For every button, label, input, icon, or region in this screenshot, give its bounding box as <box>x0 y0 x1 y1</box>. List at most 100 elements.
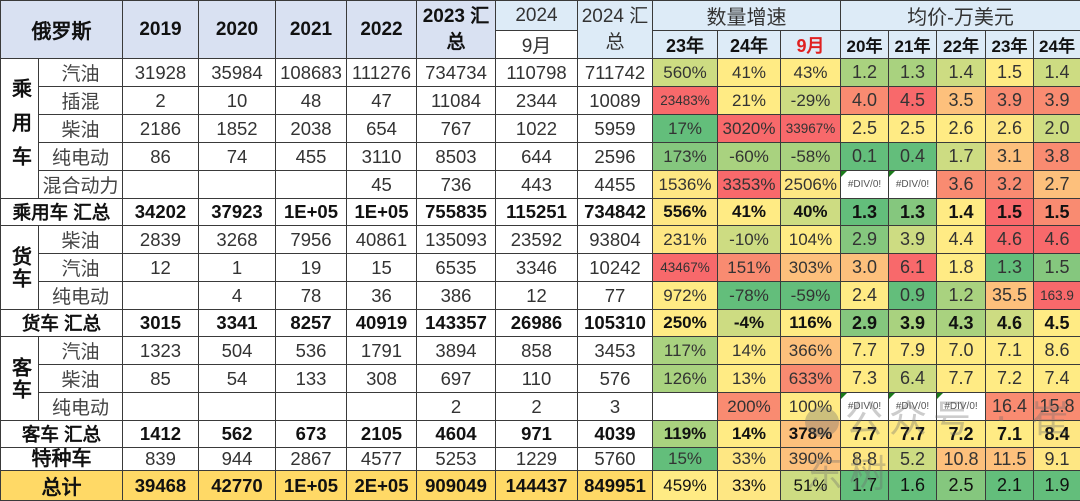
value-cell: 110798 <box>496 59 578 87</box>
value-cell: 849951 <box>578 471 653 501</box>
value-cell: 7956 <box>276 226 347 254</box>
growth-cell: 560% <box>653 59 718 87</box>
growth-cell: -4% <box>718 310 781 337</box>
price-cell: 1.4 <box>1034 59 1080 87</box>
price-cell: 2.5 <box>889 115 937 143</box>
corner-header: 俄罗斯 <box>1 1 123 59</box>
header-growth-24: 24年 <box>718 31 781 59</box>
price-cell: 2.9 <box>841 310 889 337</box>
value-cell: 35984 <box>199 59 276 87</box>
price-cell: 2.0 <box>1034 115 1080 143</box>
error-cell: #DIV/0! <box>889 171 937 199</box>
category-truck: 货车 <box>1 226 39 310</box>
price-cell: 7.3 <box>841 365 889 393</box>
price-cell: 3.8 <box>1034 143 1080 171</box>
value-cell: 2 <box>417 393 496 421</box>
price-cell: 4.5 <box>889 87 937 115</box>
value-cell: 755835 <box>417 199 496 226</box>
growth-cell: 23483% <box>653 87 718 115</box>
growth-cell: 556% <box>653 199 718 226</box>
value-cell: 734734 <box>417 59 496 87</box>
header-2020: 2020 <box>199 1 276 59</box>
header-price-20: 20年 <box>841 31 889 59</box>
value-cell: 909049 <box>417 471 496 501</box>
value-cell: 11084 <box>417 87 496 115</box>
summary-label: 乘用车 汇总 <box>1 199 123 226</box>
value-cell: 1E+05 <box>347 199 417 226</box>
price-cell: 0.4 <box>889 143 937 171</box>
price-cell: 7.7 <box>889 421 937 448</box>
value-cell: 944 <box>199 448 276 471</box>
growth-cell: 51% <box>781 471 841 501</box>
value-cell: 576 <box>578 365 653 393</box>
growth-cell: 100% <box>781 393 841 421</box>
value-cell: 858 <box>496 337 578 365</box>
price-cell: 2.4 <box>841 282 889 310</box>
growth-cell: 3353% <box>718 171 781 199</box>
growth-cell: -59% <box>781 282 841 310</box>
value-cell: 45 <box>347 171 417 199</box>
value-cell: 78 <box>276 282 347 310</box>
growth-cell: -78% <box>718 282 781 310</box>
price-cell: 7.7 <box>841 421 889 448</box>
growth-cell: 41% <box>718 199 781 226</box>
value-cell: 1022 <box>496 115 578 143</box>
value-cell: 15 <box>347 254 417 282</box>
price-cell: 2.6 <box>986 115 1034 143</box>
value-cell: 697 <box>417 365 496 393</box>
header-price-21: 21年 <box>889 31 937 59</box>
header-price-23: 23年 <box>986 31 1034 59</box>
value-cell: 644 <box>496 143 578 171</box>
value-cell: 5760 <box>578 448 653 471</box>
value-cell: 47 <box>347 87 417 115</box>
value-cell: 10089 <box>578 87 653 115</box>
value-cell <box>199 171 276 199</box>
price-cell: 1.8 <box>937 254 986 282</box>
value-cell: 6535 <box>417 254 496 282</box>
value-cell: 2344 <box>496 87 578 115</box>
growth-cell: 459% <box>653 471 718 501</box>
price-cell: 3.9 <box>1034 87 1080 115</box>
price-cell: 1.7 <box>937 143 986 171</box>
growth-cell: -58% <box>781 143 841 171</box>
category-bus: 客车 <box>1 337 39 421</box>
growth-cell: 972% <box>653 282 718 310</box>
growth-cell: -10% <box>718 226 781 254</box>
growth-cell: 43467% <box>653 254 718 282</box>
value-cell: 19 <box>276 254 347 282</box>
price-cell: 7.2 <box>937 421 986 448</box>
value-cell: 2 <box>123 87 199 115</box>
header-2021: 2021 <box>276 1 347 59</box>
growth-cell: 21% <box>718 87 781 115</box>
summary-label: 客车 汇总 <box>1 421 123 448</box>
growth-cell: -60% <box>718 143 781 171</box>
price-cell: 4.4 <box>937 226 986 254</box>
value-cell: 26986 <box>496 310 578 337</box>
price-cell: 1.6 <box>889 471 937 501</box>
price-cell: 2.1 <box>986 471 1034 501</box>
price-cell: 1.7 <box>841 471 889 501</box>
growth-cell: 3020% <box>718 115 781 143</box>
value-cell <box>123 393 199 421</box>
header-price-22: 22年 <box>937 31 986 59</box>
growth-cell: 40% <box>781 199 841 226</box>
price-cell: 7.0 <box>937 337 986 365</box>
value-cell: 3346 <box>496 254 578 282</box>
price-cell: 3.9 <box>986 87 1034 115</box>
price-cell: 4.5 <box>1034 310 1080 337</box>
growth-cell: 117% <box>653 337 718 365</box>
error-cell: #DIV/0! <box>889 393 937 421</box>
price-cell: 6.4 <box>889 365 937 393</box>
growth-cell: 104% <box>781 226 841 254</box>
price-cell: 3.2 <box>986 171 1034 199</box>
subtype-label: 混合动力 <box>39 171 123 199</box>
value-cell: 673 <box>276 421 347 448</box>
value-cell: 74 <box>199 143 276 171</box>
growth-cell: 17% <box>653 115 718 143</box>
